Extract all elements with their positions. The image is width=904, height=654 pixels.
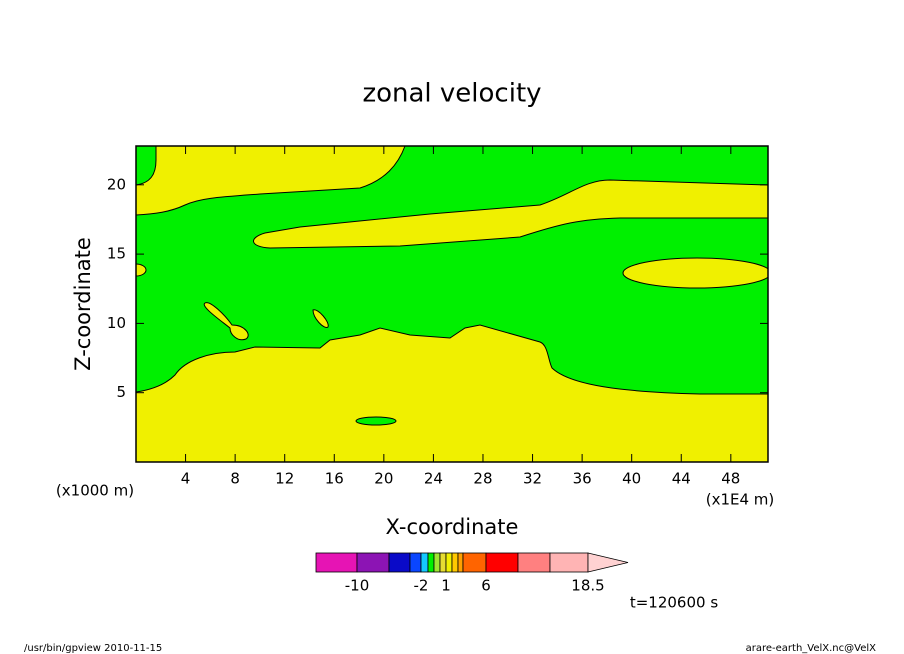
- x-tick-label: 44: [672, 470, 691, 488]
- colorbar-segment: [457, 552, 464, 573]
- x-tick-label: 32: [523, 470, 542, 488]
- colorbar-segment: [433, 552, 441, 573]
- contour-region: [136, 324, 768, 462]
- colorbar-segment: [462, 552, 487, 573]
- contour-region: [355, 416, 397, 426]
- contour-region: [622, 257, 768, 289]
- contour-field: [136, 146, 768, 462]
- x-tick-label: 20: [374, 470, 393, 488]
- colorbar-segment: [427, 552, 435, 573]
- colorbar-segment: [356, 552, 390, 573]
- colorbar-tick-label: 18.5: [571, 577, 604, 595]
- colorbar-segment: [485, 552, 519, 573]
- x-axis-title: X-coordinate: [386, 515, 519, 539]
- colorbar-extension: [587, 552, 629, 573]
- contour-region: [253, 179, 768, 249]
- y-axis-title: Z-coordinate: [71, 237, 95, 371]
- x-tick-label: 48: [721, 470, 740, 488]
- contour-region: [203, 302, 249, 341]
- colorbar-segment: [439, 552, 447, 573]
- colorbar-segment: [420, 552, 429, 573]
- x-tick-label: 24: [424, 470, 443, 488]
- x-tick-label: 16: [325, 470, 344, 488]
- y-tick-label: 10: [107, 314, 126, 332]
- footer-right: arare-earth_VelX.nc@VelX: [746, 643, 877, 654]
- colorbar-tick-label: -2: [414, 577, 429, 595]
- colorbar-segment: [451, 552, 459, 573]
- contour-region: [136, 146, 406, 216]
- time-label: t=120600 s: [630, 594, 718, 612]
- x-tick-label: 8: [230, 470, 240, 488]
- y-tick-label: 5: [116, 383, 126, 401]
- x-tick-label: 40: [622, 470, 641, 488]
- colorbar-segment: [445, 552, 453, 573]
- colorbar-tick-label: 6: [481, 577, 491, 595]
- x-unit: (x1E4 m): [706, 491, 775, 509]
- colorbar-segment: [549, 552, 589, 573]
- y-tick-label: 20: [107, 175, 126, 193]
- colorbar-segment: [388, 552, 411, 573]
- colorbar-tick-label: 1: [441, 577, 451, 595]
- y-tick-label: 15: [107, 245, 126, 263]
- contour-region: [312, 309, 329, 328]
- colorbar-segment: [409, 552, 422, 573]
- x-tick-label: 12: [275, 470, 294, 488]
- chart-title: zonal velocity: [362, 79, 541, 109]
- x-tick-label: 28: [473, 470, 492, 488]
- contour-region: [136, 263, 147, 277]
- x-tick-label: 36: [573, 470, 592, 488]
- colorbar-tick-label: -10: [345, 577, 370, 595]
- y-unit: (x1000 m): [56, 482, 134, 500]
- plot-frame: [135, 145, 769, 463]
- colorbar-segment: [517, 552, 551, 573]
- colorbar-segment: [315, 552, 358, 573]
- x-tick-label: 4: [181, 470, 191, 488]
- footer-left: /usr/bin/gpview 2010-11-15: [24, 643, 162, 654]
